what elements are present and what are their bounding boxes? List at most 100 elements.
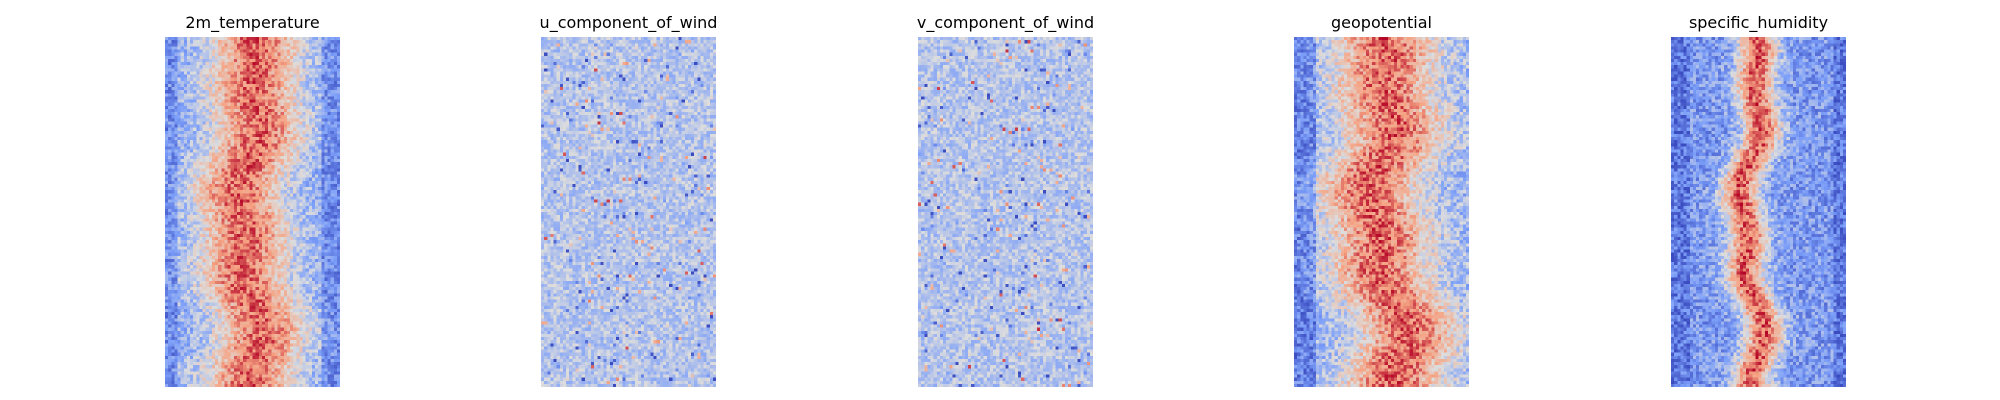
heatmap-cell [196,52,200,56]
heatmap-cell [321,199,325,203]
heatmap-cell [324,127,328,131]
heatmap-cell [333,140,338,144]
heatmap-cell [233,237,238,241]
heatmap-cell [193,183,197,188]
heatmap-cell [280,124,284,128]
heatmap-cell [249,290,253,294]
heatmap-cell [318,49,322,53]
heatmap-cell [202,37,206,41]
heatmap-cell [190,221,194,225]
heatmap-cell [274,252,278,256]
heatmap-cell [177,121,181,125]
heatmap-cell [321,118,325,122]
heatmap-cell [324,280,328,285]
heatmap-cell [271,105,275,110]
heatmap-cell [277,258,281,263]
heatmap-cell [208,102,213,106]
heatmap-cell [224,305,228,310]
heatmap-cell [186,62,191,66]
heatmap-cell [261,112,266,116]
heatmap-cell [196,118,200,122]
heatmap-cell [218,68,222,72]
heatmap-cell [224,183,228,188]
heatmap-cell [299,199,303,203]
heatmap-cell [277,296,281,300]
heatmap-cell [265,227,269,231]
heatmap-cell [277,52,281,56]
heatmap-cell [177,208,181,213]
heatmap-cell [236,133,241,138]
heatmap-cell [302,49,306,53]
heatmap-cell [196,305,200,310]
heatmap-cell [221,99,225,103]
heatmap-cell [302,258,306,263]
heatmap-cell [280,127,284,131]
heatmap-cell [305,287,309,291]
heatmap-cell [308,218,313,222]
heatmap-cell [327,249,331,253]
heatmap-cell [180,43,184,47]
heatmap-cell [330,165,334,169]
heatmap-cell [321,183,325,188]
heatmap-cell [336,105,341,110]
heatmap-cell [249,130,253,135]
heatmap-cell [202,240,206,244]
heatmap-cell [333,190,338,194]
heatmap-cell [199,315,203,319]
heatmap-cell [230,158,234,163]
heatmap-cell [321,112,325,116]
heatmap-cell [283,277,288,281]
heatmap-cell [233,249,238,253]
heatmap-cell [190,255,194,260]
heatmap-cell [168,230,172,235]
heatmap-cell [299,87,303,91]
heatmap-cell [318,262,322,266]
heatmap-cell [252,199,256,203]
heatmap-cell [258,112,263,116]
heatmap-cell [286,262,291,266]
heatmap-cell [308,155,313,160]
heatmap-cell [277,202,281,206]
heatmap-cell [299,293,303,297]
heatmap-cell [283,140,288,144]
heatmap-cell [236,237,241,241]
heatmap-cell [293,118,297,122]
heatmap-cell [258,115,263,119]
heatmap-cell [243,258,247,263]
heatmap-cell [218,152,222,156]
heatmap-cell [296,271,300,275]
heatmap-cell [305,262,309,266]
heatmap-cell [305,177,309,181]
heatmap-cell [211,127,216,131]
heatmap-cell [174,37,178,41]
heatmap-cell [174,249,178,253]
heatmap-cell [255,190,259,194]
heatmap-cell [302,96,306,100]
heatmap-cell [293,212,297,216]
heatmap-cell [290,152,294,156]
heatmap-cell [293,137,297,141]
heatmap-cell [177,93,181,97]
heatmap-cell [296,280,300,285]
heatmap-cell [208,87,213,91]
heatmap-cell [299,108,303,113]
heatmap-cell [305,237,309,241]
heatmap-cell [168,302,172,306]
heatmap-cell [311,224,316,228]
heatmap-cell [218,180,222,185]
heatmap-cell [268,127,272,131]
heatmap-cell [252,305,256,310]
heatmap-cell [327,71,331,75]
heatmap-cell [299,115,303,119]
heatmap-cell [199,243,203,247]
heatmap-cell [199,177,203,181]
heatmap-cell [302,171,306,175]
heatmap-cell [177,74,181,78]
heatmap-cell [165,124,169,128]
heatmap-cell [243,83,247,88]
heatmap-cell [227,305,231,310]
heatmap-cell [168,118,172,122]
heatmap-cell [183,218,188,222]
heatmap-cell [271,243,275,247]
heatmap-cell [196,271,200,275]
